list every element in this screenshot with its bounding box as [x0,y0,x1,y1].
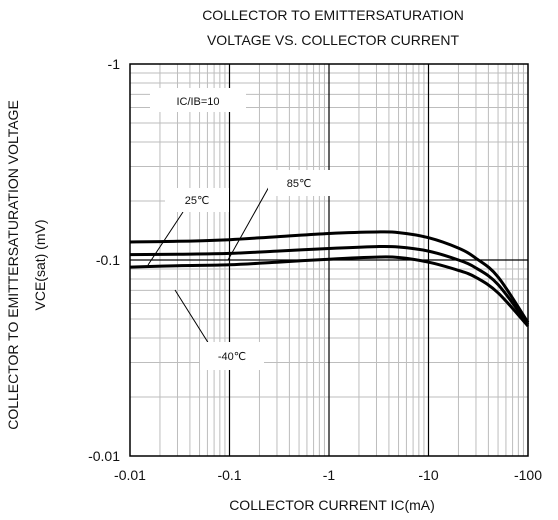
y-axis-label-line-2: VCE(sat) (mV) [32,220,48,311]
leader-85c [227,184,271,261]
y-tick-label: -0.1 [96,252,120,268]
x-tick-label: -100 [514,467,542,483]
y-tick-labels: -0.01 -0.1 -1 [88,56,120,464]
leader-neg40c [174,289,215,353]
x-tick-label: -10 [418,467,438,483]
series-line-2 [129,230,530,324]
chart-title-line-1: COLLECTOR TO EMITTERSATURATION [202,7,464,23]
x-tick-labels: -0.01 -0.1 -1 -10 -100 [114,467,542,483]
series-label-25c-bg [165,188,229,212]
leader-25c [147,211,184,266]
series-label-85c-bg [268,170,330,196]
x-tick-label: -0.01 [114,467,146,483]
series-label-25c: 25℃ [185,195,210,207]
series-group [129,230,530,328]
x-axis-label: COLLECTOR CURRENT IC(mA) [229,497,435,513]
series-label-neg40c: -40℃ [218,351,246,363]
y-axis-label-line-1: COLLECTOR TO EMITTERSATURATION VOLTAGE [5,100,21,430]
y-tick-label: -1 [108,56,121,72]
y-tick-label: -0.01 [88,448,120,464]
series-line-0 [129,255,530,328]
series-label-85c: 85℃ [287,178,312,190]
chart-title-line-2: VOLTAGE VS. COLLECTOR CURRENT [207,32,459,48]
condition-label-bg [150,88,246,112]
x-tick-label: -1 [323,467,336,483]
x-tick-label: -0.1 [217,467,241,483]
condition-label: IC/IB=10 [176,96,219,108]
plot-frame [129,63,529,457]
series-line-1 [129,244,530,326]
series-label-neg40c-bg [200,342,264,370]
